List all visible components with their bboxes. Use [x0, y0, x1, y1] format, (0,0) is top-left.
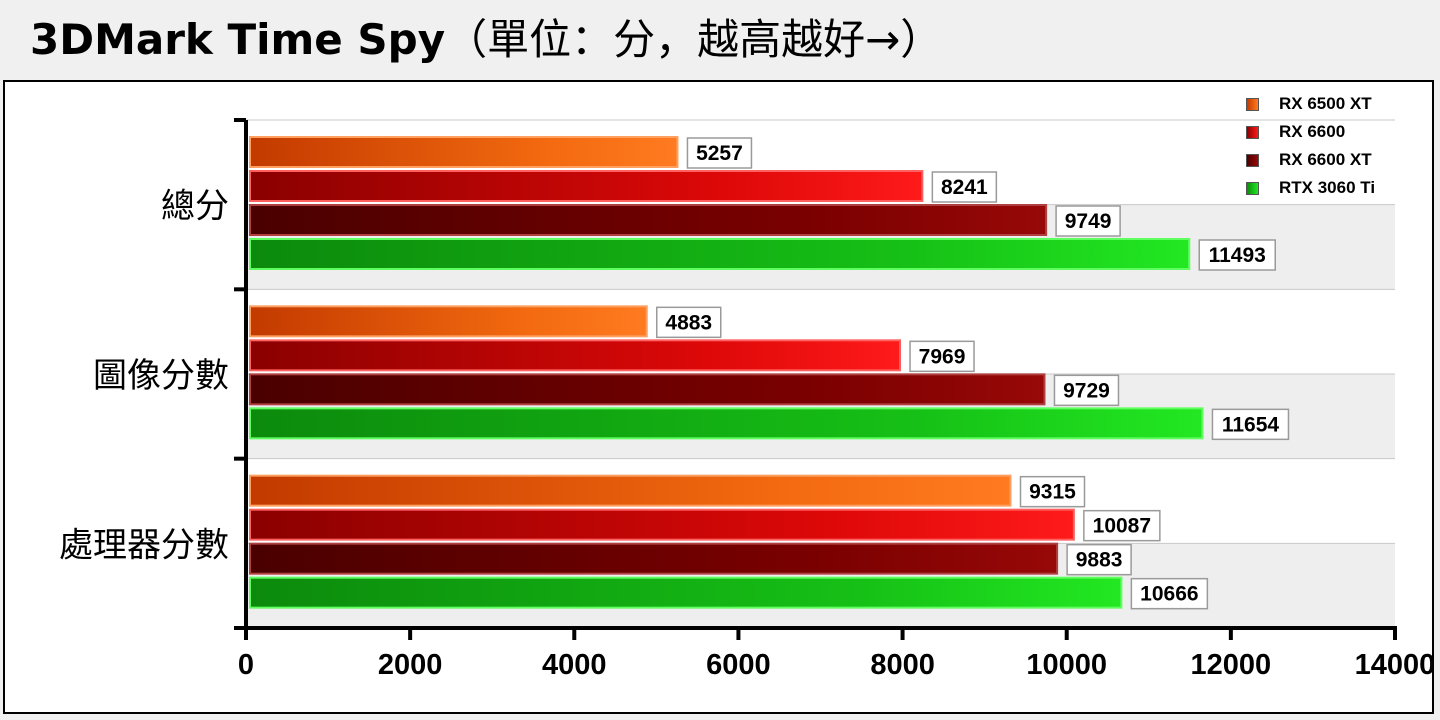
- data-label-box: [1053, 374, 1120, 407]
- data-label: 9883: [1076, 549, 1123, 572]
- data-label: 9315: [1029, 481, 1076, 504]
- bar: [249, 170, 924, 202]
- data-label: 5257: [696, 142, 743, 165]
- bar: [249, 204, 1048, 236]
- legend-swatch: [1246, 153, 1259, 167]
- bar: [249, 238, 1191, 270]
- bar: [249, 474, 1012, 507]
- data-label: 11654: [1222, 413, 1280, 436]
- data-label: 11493: [1209, 244, 1266, 267]
- x-tick-label: 8000: [870, 649, 935, 681]
- data-label-box: [1211, 408, 1290, 441]
- legend: RX 6500 XT RX 6600 RX 6600 XT RTX 3060 Ti: [1246, 90, 1426, 202]
- data-label-box: [1019, 475, 1086, 508]
- x-tick-label: 0: [238, 649, 254, 681]
- data-label-box: [1083, 509, 1161, 542]
- bar: [249, 407, 1204, 440]
- data-label: 9749: [1065, 210, 1112, 233]
- data-label-box: [1055, 205, 1121, 237]
- data-label: 7969: [919, 345, 966, 368]
- x-tick-label: 10000: [1026, 649, 1107, 681]
- data-label-box: [656, 306, 722, 339]
- x-tick-label: 4000: [542, 649, 607, 681]
- bar: [249, 339, 902, 372]
- category-label: 總分: [161, 187, 229, 227]
- legend-item: RX 6500 XT: [1246, 90, 1426, 118]
- data-label-box: [1066, 543, 1132, 576]
- x-tick-label: 14000: [1355, 649, 1436, 681]
- bar: [249, 576, 1123, 609]
- data-label: 10087: [1093, 515, 1151, 538]
- bar: [249, 373, 1046, 406]
- legend-label: RX 6600: [1279, 122, 1346, 141]
- x-tick-label: 6000: [706, 649, 771, 681]
- bar: [249, 542, 1059, 575]
- chart-title: 3DMark Time Spy（單位：分，越高越好→）: [30, 8, 942, 72]
- legend-label: RX 6500 XT: [1279, 94, 1372, 113]
- data-label-box: [931, 171, 998, 203]
- legend-item: RX 6600: [1246, 118, 1426, 146]
- data-label-box: [909, 340, 975, 373]
- legend-item: RTX 3060 Ti: [1246, 174, 1426, 202]
- legend-label: RTX 3060 Ti: [1279, 178, 1376, 197]
- data-label-box: [1130, 577, 1209, 610]
- category-label: 圖像分數: [93, 356, 229, 396]
- data-label: 4883: [665, 311, 712, 334]
- chart-title-main: 3DMark Time Spy: [30, 15, 446, 64]
- data-label: 9729: [1063, 379, 1110, 402]
- bar: [249, 508, 1075, 541]
- legend-swatch: [1246, 97, 1259, 111]
- chart-title-unit: （單位：分，越高越好→）: [445, 15, 943, 64]
- data-label: 10666: [1140, 583, 1198, 606]
- data-label-box: [686, 137, 753, 169]
- data-label: 8241: [941, 176, 988, 199]
- bar: [249, 305, 648, 338]
- bar: [249, 136, 679, 168]
- category-label: 處理器分數: [59, 525, 229, 565]
- legend-item: RX 6600 XT: [1246, 146, 1426, 174]
- data-label-box: [1198, 239, 1276, 271]
- legend-label: RX 6600 XT: [1279, 150, 1372, 169]
- x-tick-label: 2000: [378, 649, 443, 681]
- x-tick-label: 12000: [1191, 649, 1272, 681]
- legend-swatch: [1246, 181, 1259, 195]
- legend-swatch: [1246, 125, 1259, 139]
